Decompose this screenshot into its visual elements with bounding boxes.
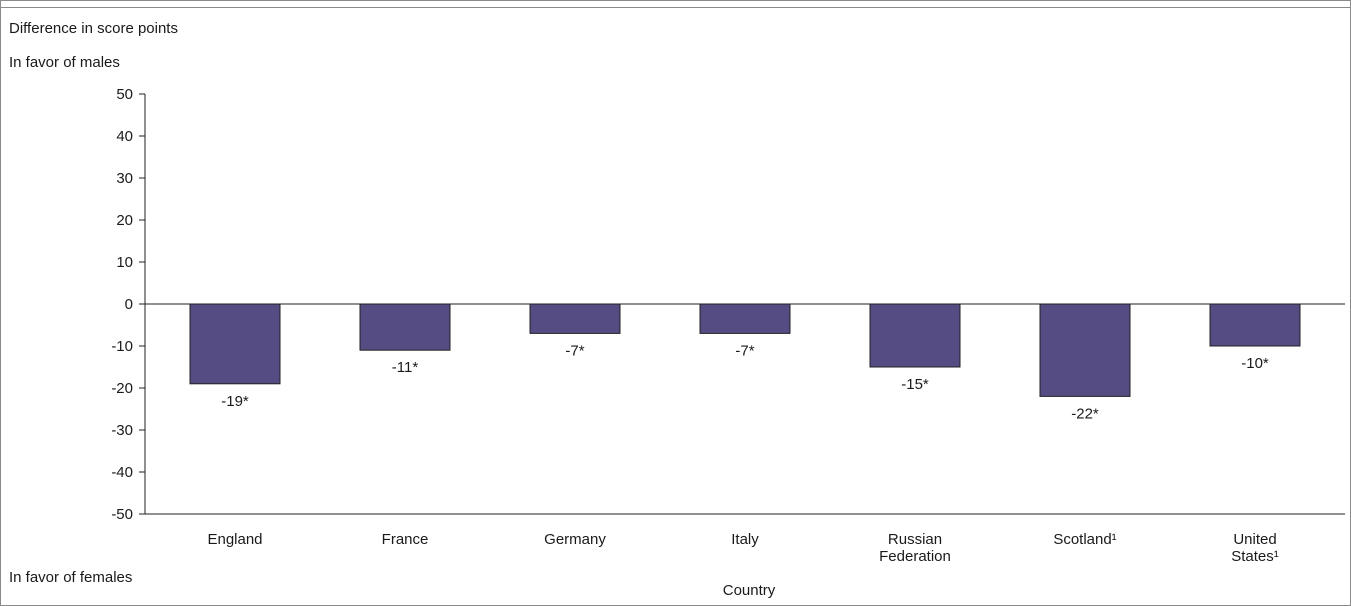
bar xyxy=(1209,303,1301,347)
bar xyxy=(699,303,791,334)
x-axis-title: Country xyxy=(723,582,776,599)
y-axis-title: Difference in score points xyxy=(9,20,178,37)
category-label: France xyxy=(382,531,429,548)
y-tick-label: 40 xyxy=(116,128,133,145)
y-tick-label: 20 xyxy=(116,212,133,229)
y-tick-label: -40 xyxy=(111,464,133,481)
bar xyxy=(529,303,621,334)
category-label: England xyxy=(207,531,262,548)
value-label: -15* xyxy=(901,376,929,393)
value-label: -7* xyxy=(565,342,584,359)
y-tick-label: 30 xyxy=(116,170,133,187)
bar xyxy=(189,303,281,385)
bar xyxy=(359,303,451,351)
bar xyxy=(1039,303,1131,397)
y-tick-label: -10 xyxy=(111,338,133,355)
value-label: -11* xyxy=(392,359,419,376)
value-label: -22* xyxy=(1071,405,1099,422)
value-label: -10* xyxy=(1241,355,1269,372)
y-tick-label: -20 xyxy=(111,380,133,397)
bar xyxy=(869,303,961,368)
axis-layer: 50 40 30 20 10 0 -10 -20 -30 -40 -50 xyxy=(111,86,1345,523)
value-label: -19* xyxy=(221,393,249,410)
category-label: Germany xyxy=(544,531,606,548)
y-tick-label: 0 xyxy=(125,296,133,313)
y-tick-label: -50 xyxy=(111,506,133,523)
y-tick-label: 10 xyxy=(116,254,133,271)
value-label: -7* xyxy=(735,342,754,359)
labels-layer: -19* England -11* France -7* Germany -7* Italy -… xyxy=(207,342,1278,599)
males-note: In favor of males xyxy=(9,54,120,71)
y-tick-label: 50 xyxy=(116,86,133,103)
category-label: Scotland¹ xyxy=(1053,531,1116,548)
category-label: United States¹ xyxy=(1231,531,1279,565)
top-rule xyxy=(0,0,1351,8)
bars-layer xyxy=(189,303,1301,397)
females-note: In favor of females xyxy=(9,569,133,586)
y-tick-label: -30 xyxy=(111,422,133,439)
category-label: Russian Federation xyxy=(879,531,951,565)
category-label: Italy xyxy=(731,531,759,548)
